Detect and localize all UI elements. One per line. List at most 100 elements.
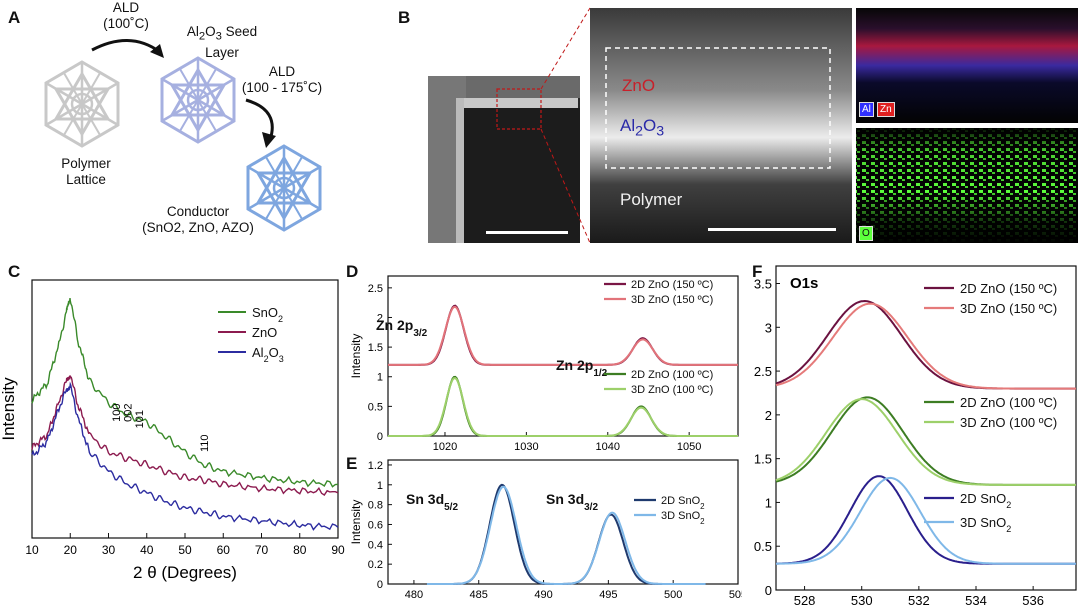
zn2p-legend-label-part: 3D ZnO (100 ºC) — [631, 384, 713, 396]
ald-step1-line1: ALD — [112, 0, 140, 15]
xrd-x-axis-label: 2 θ (Degrees) — [133, 563, 237, 582]
sn3d-x-tick-label: 500 — [664, 589, 682, 601]
sn3d-legend-label-part: 2D SnO — [661, 495, 701, 507]
o1s-y-tick-label: 0 — [765, 583, 772, 598]
zn2p-x-tick-label: 1020 — [433, 441, 457, 450]
seed-lattice-icon — [160, 56, 236, 144]
zn2p-legend-label-part: 2D ZnO (150 ºC) — [631, 279, 713, 291]
xrd-x-tick-label: 70 — [255, 543, 269, 557]
xrd-legend-label-part: SnO — [252, 305, 278, 320]
o1s-legend-label: 2D SnO2 — [960, 491, 1011, 510]
sn3d-legend-label-part: 2 — [700, 502, 705, 511]
xrd-legend-label: ZnO — [252, 325, 277, 340]
sn3d-legend-label-part: 2 — [700, 517, 705, 526]
zn2p-series-line — [388, 305, 738, 366]
xrd-legend-label-part: 2 — [264, 354, 269, 364]
sn3d-peak-label-b-part: 3/2 — [584, 502, 598, 513]
sn3d-y-axis-label: Intensity — [349, 500, 363, 545]
o1s-legend-label-part: 2D ZnO (100 ºC) — [960, 395, 1057, 410]
xrd-legend-label-part: O — [269, 345, 279, 360]
panel-e-label: E — [346, 454, 358, 473]
sn3d-peak-label-a: Sn 3d5/2 — [406, 491, 458, 513]
arrow-1-icon — [91, 39, 161, 54]
arrow-2-head-icon — [262, 132, 276, 148]
sn3d-y-tick-label: 0.6 — [368, 519, 383, 531]
o1s-legend-label-part: 2 — [1006, 524, 1011, 534]
sn3d-y-tick-label: 1.2 — [368, 460, 383, 472]
sn3d-series-line — [426, 485, 706, 585]
zn2p-peak-label-b-part: 1/2 — [593, 368, 607, 379]
zn2p-y-tick-label: 1 — [377, 372, 383, 384]
xrd-x-tick-label: 60 — [217, 543, 231, 557]
xrd-peak-annotation: 100 — [111, 404, 123, 422]
o1s-y-tick-label: 1 — [765, 495, 772, 510]
zn2p-peak-label-a-part: 3/2 — [413, 328, 427, 339]
xrd-legend-label: Al2O3 — [252, 345, 284, 364]
ald-step1-label: ALD (100˚C) — [96, 0, 156, 32]
zn2p-y-tick-label: 0.5 — [368, 401, 383, 413]
scale-bar-1 — [486, 231, 568, 234]
o1s-y-tick-label: 3 — [765, 320, 772, 335]
o1s-legend-label: 3D SnO2 — [960, 515, 1011, 534]
zn2p-x-tick-label: 1030 — [514, 441, 538, 450]
xrd-series-al2o3 — [31, 381, 339, 531]
polymer-lattice-label: Polymer Lattice — [61, 156, 111, 187]
zn2p-legend-label-part: 3D ZnO (150 ºC) — [631, 294, 713, 306]
o1s-legend-label-part: 3D ZnO (150 ºC) — [960, 301, 1057, 316]
sn3d-y-tick-label: 1 — [377, 480, 383, 492]
zn2p-y-tick-label: 1.5 — [368, 342, 383, 354]
sn3d-peak-label-b-part: Sn 3d — [546, 491, 584, 507]
o1s-x-tick-label: 530 — [851, 593, 873, 608]
panel-d-label: D — [346, 262, 359, 281]
sn3d-y-tick-label: 0.4 — [368, 539, 383, 551]
xrd-x-tick-label: 50 — [178, 543, 192, 557]
xrd-peak-annotation: 101 — [134, 410, 146, 428]
sn3d-y-tick-label: 0.8 — [368, 500, 383, 512]
o1s-legend-label-part: 3D ZnO (100 ºC) — [960, 415, 1057, 430]
xrd-plot-frame — [31, 279, 339, 539]
xrd-peak-annotation: 110 — [199, 434, 211, 452]
o1s-legend-label-part: 2D ZnO (150 ºC) — [960, 281, 1057, 296]
xrd-x-tick-label: 10 — [25, 543, 39, 557]
xrd-series-sno2 — [31, 298, 339, 488]
o1s-legend-label: 3D ZnO (100 ºC) — [960, 415, 1057, 430]
o1s-x-tick-label: 534 — [965, 593, 987, 608]
zn2p-legend-label: 2D ZnO (150 ºC) — [631, 279, 713, 291]
panel-f-label: F — [752, 262, 763, 281]
ald-step2-label: ALD (100 - 175˚C) — [241, 64, 323, 95]
o1s-series-line — [775, 398, 1076, 486]
zn2p-series-line — [388, 377, 738, 437]
eds-o-map — [856, 128, 1078, 243]
xrd-x-tick-label: 40 — [140, 543, 154, 557]
polymer-lattice-icon — [44, 60, 120, 148]
xrd-x-tick-label: 30 — [102, 543, 116, 557]
scale-bar-2 — [708, 228, 836, 231]
zno-layer-label: ZnO — [622, 76, 656, 95]
o1s-series-line — [775, 302, 1076, 390]
o1s-title: O1s — [790, 275, 818, 292]
zoom-box — [496, 88, 542, 130]
eds-al-tag: Al — [859, 102, 874, 117]
xrd-legend-label: SnO2 — [252, 305, 283, 324]
o1s-plot-frame — [775, 265, 1077, 591]
xrd-x-tick-label: 20 — [64, 543, 78, 557]
zn2p-legend-label: 3D ZnO (150 ºC) — [631, 294, 713, 306]
sn3d-x-tick-label: 485 — [470, 589, 488, 601]
o1s-legend-label-part: 3D SnO — [960, 515, 1006, 530]
panel-b-graphics — [428, 7, 1078, 244]
sn3d-legend-label: 3D SnO2 — [661, 510, 705, 526]
eds-o-tag: O — [859, 226, 873, 241]
sn3d-x-tick-label: 480 — [405, 589, 423, 601]
zn2p-y-tick-label: 0 — [377, 431, 383, 443]
zn2p-y-tick-label: 2 — [377, 312, 383, 324]
o1s-x-tick-label: 532 — [908, 593, 930, 608]
xrd-x-tick-label: 90 — [331, 543, 345, 557]
o1s-chart: 00.511.522.533.5528530532534536Intensity… — [754, 265, 1077, 608]
xrd-legend-label-part: Al — [252, 345, 264, 360]
sn3d-x-tick-label: 505 — [729, 589, 742, 601]
sn3d-x-tick-label: 495 — [599, 589, 617, 601]
o1s-legend-label-part: 2 — [1006, 500, 1011, 510]
eds-region-box — [605, 47, 831, 169]
sem-high-mag-image — [590, 8, 852, 243]
sn3d-y-tick-label: 0 — [377, 579, 383, 591]
